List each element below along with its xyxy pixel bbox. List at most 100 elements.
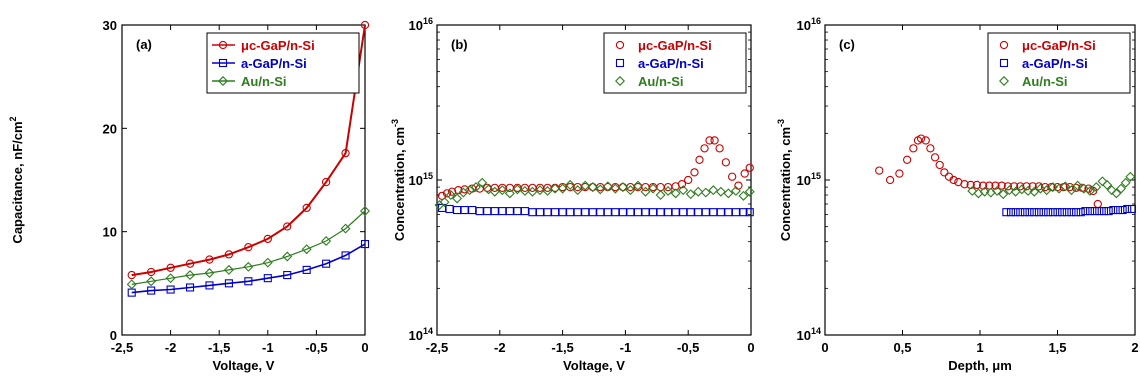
data-point [282,251,293,262]
x-tick-label: 0 [361,340,368,355]
x-tick-label: 0 [747,340,754,355]
x-tick-label: -2 [494,340,506,355]
data-point [997,181,1006,190]
data-point [603,208,612,217]
data-point [721,158,731,167]
legend-label: a-GaP/n-Si [638,56,704,71]
data-point [1078,183,1089,194]
panel-label: (c) [839,37,855,52]
legend-label: a-GaP/n-Si [241,56,307,71]
data-point [1016,182,1025,191]
data-point [1062,208,1071,217]
data-point [360,240,370,249]
series-line [131,210,366,285]
data-point [185,270,196,281]
data-point [360,20,370,30]
data-point [512,184,523,195]
data-point [566,208,575,217]
data-point [439,197,450,208]
series-3 [434,177,755,210]
data-point [1035,183,1046,194]
x-axis-label: Voltage, V [563,358,625,373]
legend-marker [999,58,1009,68]
legend-label: μc-GaP/n-Si [638,38,712,53]
data-point [468,205,477,215]
data-point [1053,208,1062,217]
data-point [1120,177,1131,188]
x-tick-label: -2 [165,340,177,355]
data-point [464,185,475,196]
data-point [520,183,530,192]
data-point [679,208,688,217]
data-point [581,208,590,217]
data-point [1060,181,1071,192]
legend: μc-GaP/n-Si a-GaP/n-Si Au/n-Si [206,32,360,94]
y-tick-label: 1016 [797,16,821,33]
data-point [745,208,754,217]
data-point [1125,171,1136,182]
data-point [519,185,530,196]
data-point [1102,179,1113,190]
series-1 [437,136,754,201]
legend: μc-GaP/n-Si a-GaP/n-Si Au/n-Si [987,32,1131,94]
data-point [716,208,725,217]
data-point [618,208,627,217]
data-point [670,188,681,199]
data-point [664,208,673,217]
legend-marker [218,58,228,68]
y-axis-label: Capacitance, nF/cm2 [8,116,25,243]
data-point [321,235,332,246]
plot-frame [121,24,366,336]
data-point [483,207,492,216]
data-point [1047,182,1058,193]
data-point [1127,204,1136,214]
data-point [244,243,253,252]
data-point [690,168,699,177]
y-axis-label: Concentration, cm-3 [776,119,793,241]
data-point [1003,182,1013,191]
x-axis-label: Depth, μm [948,358,1012,373]
data-point [1111,188,1122,199]
data-point [895,169,904,178]
data-point [244,277,253,286]
data-point [885,175,895,185]
data-point [513,207,522,216]
data-point [1097,176,1108,187]
data-point [921,136,930,145]
data-point [671,208,680,217]
data-point [505,207,514,216]
data-point [301,244,312,255]
legend-label: Au/n-Si [638,74,684,89]
legend-marker [615,58,625,68]
data-point [700,187,711,198]
data-point [940,168,949,177]
data-point [641,208,650,217]
legend-marker [218,40,228,50]
chart-panel-1: -2,5 -2 -1,5 -1 -0,5 0 0 10 20 30 Voltage, V Capaci… [8,18,370,373]
data-point [543,208,552,217]
data-point [1109,205,1118,215]
data-point [437,191,447,201]
data-point [731,208,740,217]
data-point [694,208,703,217]
data-point [705,136,714,145]
data-point [1093,199,1102,209]
data-point [224,250,234,259]
data-point [542,185,553,196]
data-point [551,208,560,217]
data-point [656,182,665,192]
data-point [715,144,724,153]
legend-marker [999,76,1009,86]
data-point [640,186,651,197]
legend-box [603,32,747,94]
data-point [126,279,137,290]
panel-label: (b) [451,37,468,52]
data-point [602,181,613,192]
data-point [875,166,884,175]
data-point [909,144,918,153]
data-point [565,179,576,190]
data-point [1029,186,1040,197]
data-point [205,281,214,290]
data-point [1044,208,1053,217]
y-tick-label: 10 [103,225,117,240]
